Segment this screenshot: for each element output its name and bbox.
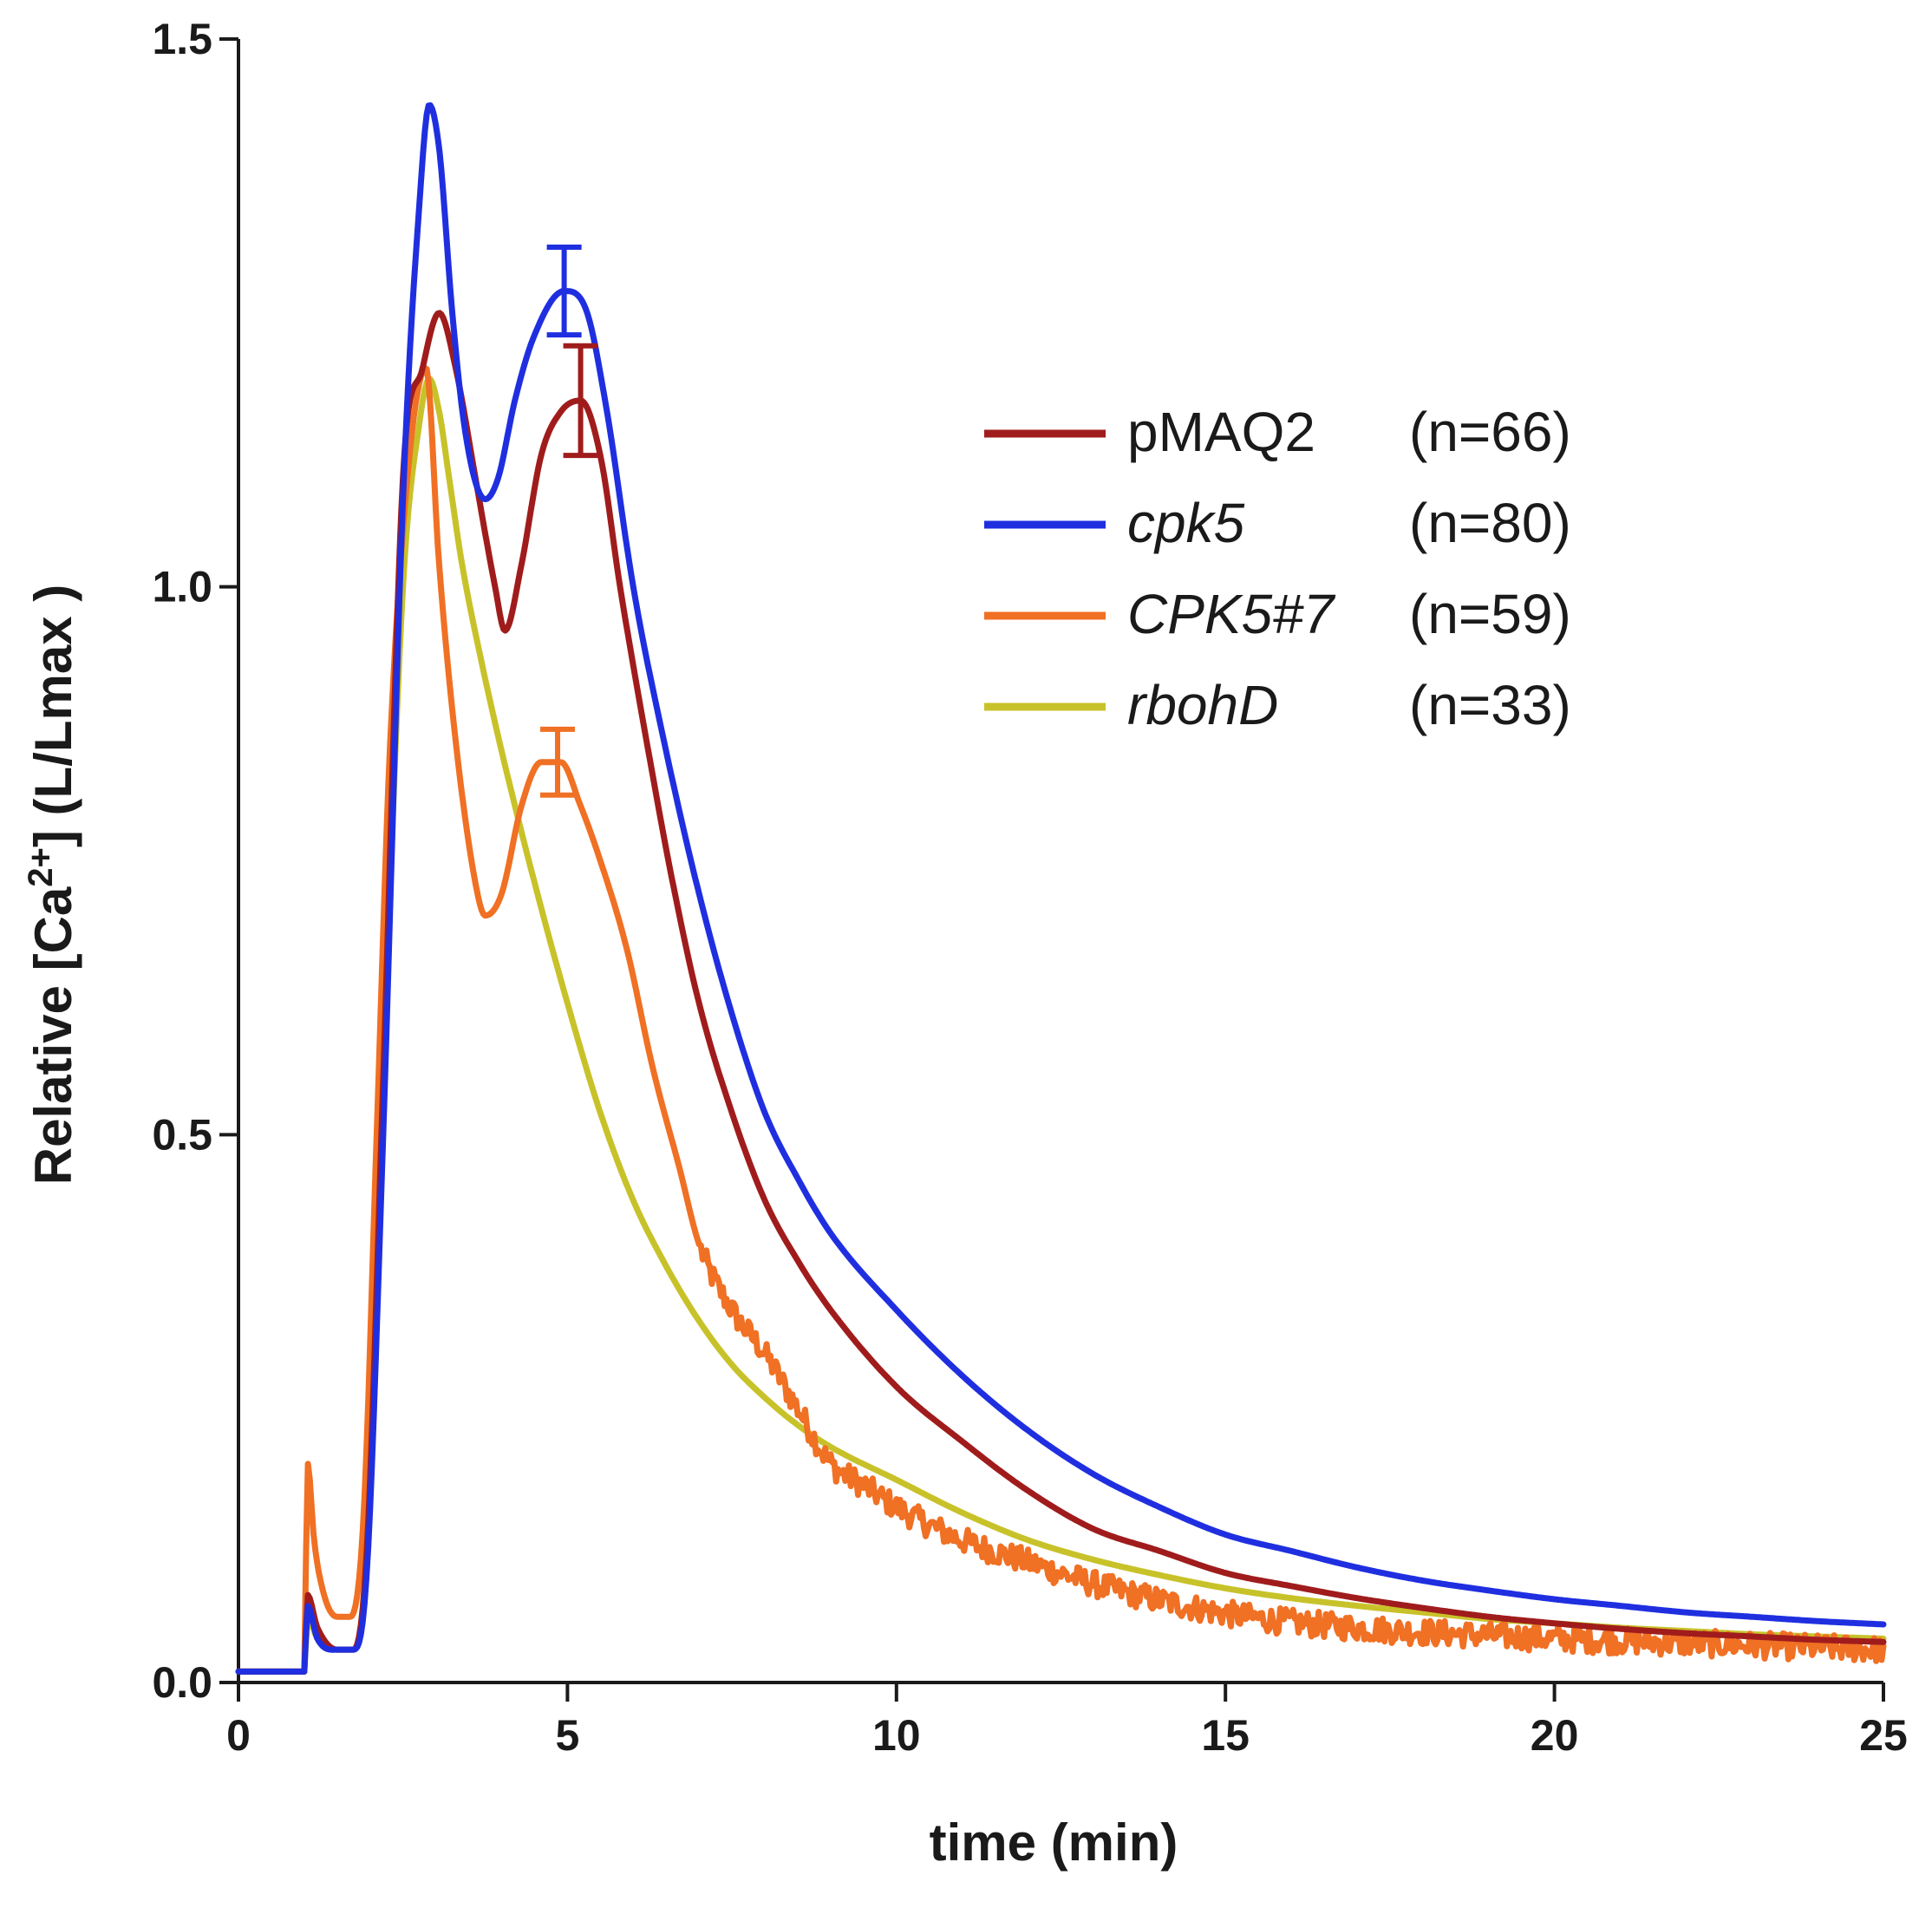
y-axis-title-suffix: ] (L/Lmax ) <box>24 585 82 847</box>
series-line-cpk5 <box>235 102 1887 1675</box>
x-tick-label: 5 <box>555 1711 579 1760</box>
y-axis-title-superscript: 2+ <box>22 847 60 887</box>
x-tick-label: 20 <box>1531 1711 1579 1760</box>
series-line-pmaq2 <box>235 310 1887 1675</box>
legend-label-pmaq2: pMAQ2 <box>1127 401 1315 463</box>
legend: pMAQ2 (n=66) cpk5 (n=80) CPK5#7 (n=59) rbohD (n… <box>984 401 1571 736</box>
legend-count-cpk57: (n=59) <box>1409 583 1571 645</box>
axes: 0 5 10 15 20 25 0.0 0.5 1.0 1.5 <box>152 15 1907 1760</box>
legend-label-cpk5: cpk5 <box>1127 492 1245 554</box>
y-tick-label: 0.0 <box>152 1658 212 1707</box>
error-bars <box>540 245 598 798</box>
series-line-cpk57 <box>235 365 1887 1675</box>
legend-count-pmaq2: (n=66) <box>1409 401 1571 463</box>
y-tick-label: 1.0 <box>152 563 212 611</box>
x-tick-label: 15 <box>1201 1711 1250 1760</box>
legend-label-rbohd: rbohD <box>1127 674 1278 736</box>
y-axis-title: Relative [Ca2+] (L/Lmax ) <box>22 585 82 1185</box>
y-tick-label: 1.5 <box>152 15 212 63</box>
x-axis-title: time (min) <box>930 1813 1178 1872</box>
data-series <box>235 102 1887 1675</box>
y-axis-title-prefix: Relative [Ca <box>24 886 82 1185</box>
legend-label-cpk57: CPK5#7 <box>1127 583 1336 645</box>
x-tick-label: 25 <box>1859 1711 1908 1760</box>
x-tick-label: 0 <box>226 1711 251 1760</box>
y-tick-label: 0.5 <box>152 1110 212 1159</box>
legend-count-rbohd: (n=33) <box>1409 674 1571 736</box>
legend-count-cpk5: (n=80) <box>1409 492 1571 554</box>
x-tick-label: 10 <box>872 1711 921 1760</box>
